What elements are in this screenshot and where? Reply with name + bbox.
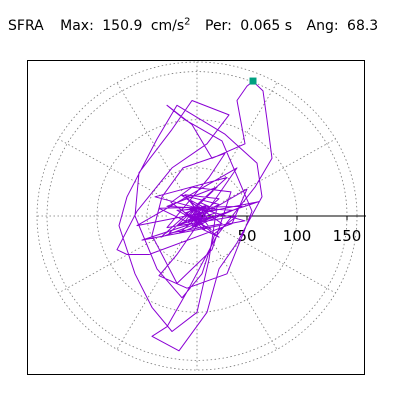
period-label: Per:	[205, 18, 232, 34]
grid-spoke	[58, 230, 172, 294]
grid-spoke	[211, 82, 278, 192]
plot-frame: 50 100 150	[27, 60, 366, 375]
angle-label: Ang:	[306, 18, 339, 34]
period-value: 0.065 s	[240, 18, 293, 34]
max-label: Max:	[60, 18, 94, 34]
max-point-marker	[249, 77, 257, 85]
grid-spoke	[58, 138, 172, 202]
radial-tick-label: 100	[283, 227, 312, 245]
chart-header: SFRA Max: 150.9 cm/s2 Per: 0.065 s Ang: …	[8, 16, 379, 40]
station-label: SFRA	[8, 18, 44, 34]
grid-spoke	[116, 82, 183, 192]
radial-tick-label: 150	[333, 227, 362, 245]
max-unit: cm/s2	[150, 16, 191, 34]
motion-trace	[116, 80, 273, 352]
grid-spoke	[211, 240, 278, 350]
radial-tick-label: 50	[237, 227, 256, 245]
grid-spoke	[222, 230, 336, 294]
angle-value: 68.3	[347, 18, 379, 34]
trace-layer	[116, 77, 273, 352]
grid-spoke	[116, 240, 183, 350]
radial-axis: 50 100 150	[197, 215, 366, 245]
polar-plot: 50 100 150	[36, 61, 366, 371]
max-unit-text: cm/s	[150, 18, 185, 34]
max-unit-exponent: 2	[184, 16, 191, 28]
grid-spoke	[222, 138, 336, 202]
max-value: 150.9	[102, 18, 143, 34]
